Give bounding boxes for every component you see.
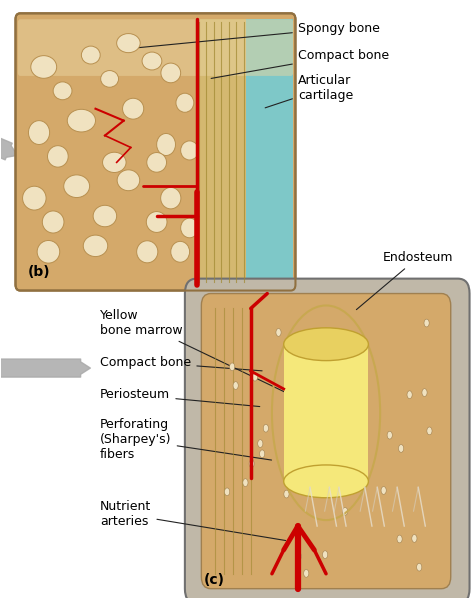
FancyArrowPatch shape xyxy=(0,137,18,160)
Ellipse shape xyxy=(424,319,429,327)
Bar xyxy=(284,344,368,482)
Ellipse shape xyxy=(181,141,199,160)
Ellipse shape xyxy=(343,507,348,515)
Ellipse shape xyxy=(304,570,309,577)
Ellipse shape xyxy=(47,146,68,167)
Text: (b): (b) xyxy=(27,265,50,279)
Ellipse shape xyxy=(381,486,386,494)
Bar xyxy=(244,19,293,285)
Ellipse shape xyxy=(28,120,50,144)
Ellipse shape xyxy=(53,82,72,100)
Ellipse shape xyxy=(284,328,368,361)
Ellipse shape xyxy=(157,134,175,156)
Ellipse shape xyxy=(243,479,248,486)
Ellipse shape xyxy=(123,98,144,119)
FancyBboxPatch shape xyxy=(185,279,470,599)
Text: Articular
cartilage: Articular cartilage xyxy=(265,74,353,108)
Ellipse shape xyxy=(23,186,46,210)
FancyArrowPatch shape xyxy=(0,359,91,377)
Ellipse shape xyxy=(82,46,100,64)
Ellipse shape xyxy=(42,211,64,233)
Ellipse shape xyxy=(427,427,432,435)
Ellipse shape xyxy=(322,550,328,558)
Ellipse shape xyxy=(252,373,257,381)
Ellipse shape xyxy=(102,152,126,173)
Ellipse shape xyxy=(229,363,235,371)
Text: Compact bone: Compact bone xyxy=(100,356,262,371)
Ellipse shape xyxy=(263,424,268,432)
Ellipse shape xyxy=(146,211,167,232)
Text: Periosteum: Periosteum xyxy=(100,388,260,407)
Ellipse shape xyxy=(147,153,166,172)
Ellipse shape xyxy=(100,71,118,87)
FancyBboxPatch shape xyxy=(18,19,293,76)
FancyBboxPatch shape xyxy=(201,294,451,589)
Ellipse shape xyxy=(249,460,254,468)
Text: Yellow
bone marrow: Yellow bone marrow xyxy=(100,309,288,394)
Ellipse shape xyxy=(181,218,199,238)
Text: (c): (c) xyxy=(204,573,225,588)
Ellipse shape xyxy=(412,534,417,542)
Ellipse shape xyxy=(67,109,95,132)
Text: Perforating
(Sharpey's)
fibers: Perforating (Sharpey's) fibers xyxy=(100,418,272,461)
Ellipse shape xyxy=(284,465,368,498)
Ellipse shape xyxy=(407,391,412,398)
Ellipse shape xyxy=(83,235,108,256)
Ellipse shape xyxy=(399,444,404,452)
Ellipse shape xyxy=(225,488,230,496)
Ellipse shape xyxy=(233,382,238,389)
FancyBboxPatch shape xyxy=(16,13,295,291)
Ellipse shape xyxy=(176,93,194,112)
Ellipse shape xyxy=(171,241,190,262)
Text: Endosteum: Endosteum xyxy=(356,251,453,310)
Ellipse shape xyxy=(276,329,281,336)
Ellipse shape xyxy=(284,490,289,498)
Ellipse shape xyxy=(258,440,263,447)
Ellipse shape xyxy=(37,240,60,263)
Bar xyxy=(197,19,246,285)
Ellipse shape xyxy=(117,170,140,190)
Text: Compact bone: Compact bone xyxy=(211,49,389,78)
Ellipse shape xyxy=(31,56,57,78)
Ellipse shape xyxy=(161,63,181,83)
Ellipse shape xyxy=(417,563,422,571)
Ellipse shape xyxy=(137,241,158,263)
Ellipse shape xyxy=(142,52,162,70)
Ellipse shape xyxy=(117,34,140,53)
Ellipse shape xyxy=(93,205,117,227)
Text: Nutrient
arteries: Nutrient arteries xyxy=(100,500,286,540)
Ellipse shape xyxy=(397,535,402,543)
Ellipse shape xyxy=(260,450,265,458)
Ellipse shape xyxy=(64,175,90,198)
Text: Spongy bone: Spongy bone xyxy=(127,22,380,49)
Ellipse shape xyxy=(161,187,181,209)
Ellipse shape xyxy=(296,552,301,560)
Ellipse shape xyxy=(387,431,392,439)
Ellipse shape xyxy=(422,389,427,397)
